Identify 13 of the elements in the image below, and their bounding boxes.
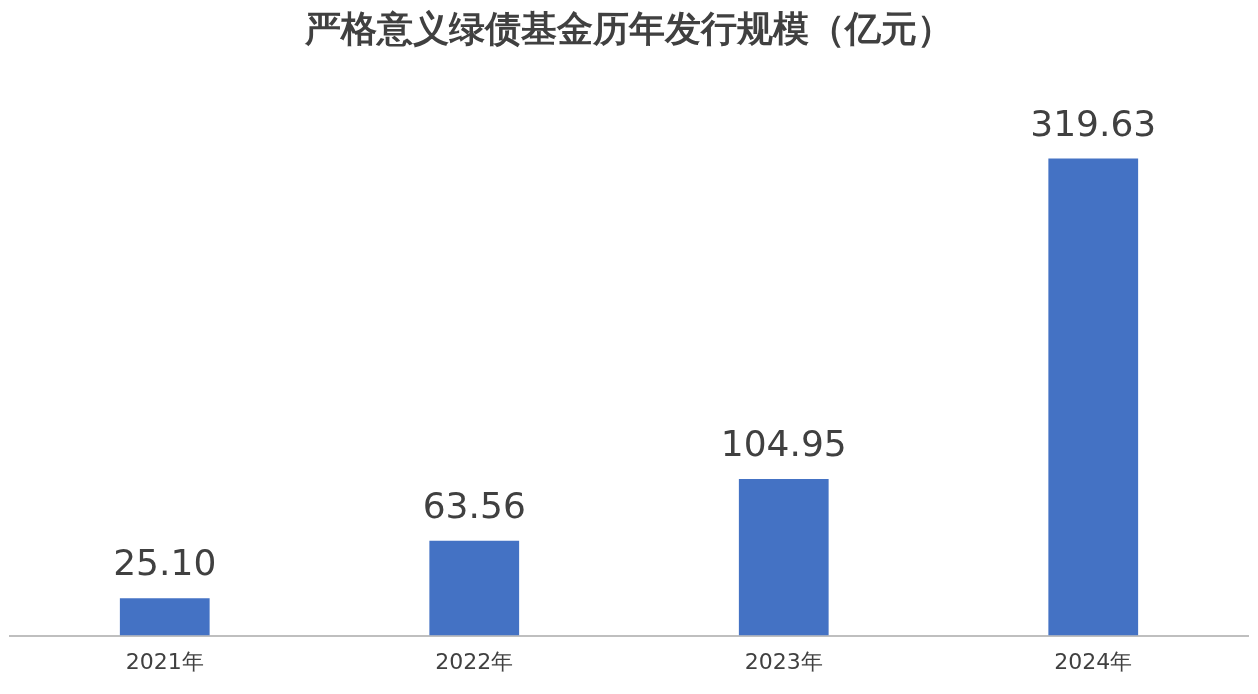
- x-tick-label: 2024年: [1054, 648, 1133, 674]
- x-tick-label: 2023年: [744, 648, 823, 674]
- bar: [119, 598, 210, 636]
- chart-title: 严格意义绿债基金历年发行规模（亿元）: [304, 6, 953, 49]
- x-tick-label: 2021年: [125, 648, 204, 674]
- data-label: 104.95: [720, 423, 847, 465]
- bar: [429, 540, 520, 636]
- data-label: 319.63: [1030, 102, 1157, 144]
- x-tick-label: 2022年: [435, 648, 514, 674]
- bar: [1048, 158, 1139, 636]
- data-label: 25.10: [113, 542, 217, 584]
- data-label: 63.56: [422, 485, 526, 527]
- bar: [738, 478, 829, 636]
